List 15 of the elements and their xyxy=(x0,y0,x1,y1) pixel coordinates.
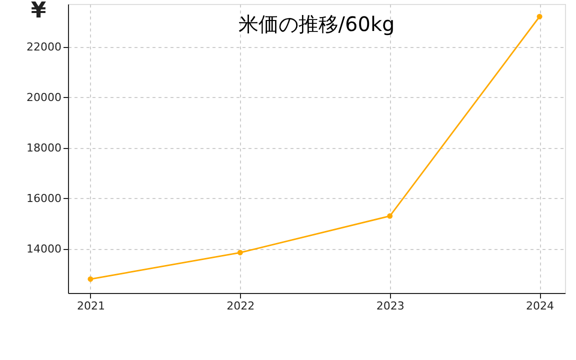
point xyxy=(536,14,542,20)
point xyxy=(237,250,243,256)
y-tick-label: 16000 xyxy=(26,192,62,205)
y-axis-title: ¥ xyxy=(30,0,47,24)
y-tick-label: 18000 xyxy=(26,141,62,154)
y-tick-label: 22000 xyxy=(26,40,62,54)
x-tick-label: 2021 xyxy=(76,300,105,312)
x-tick-label: 2022 xyxy=(226,300,255,312)
point xyxy=(387,213,393,219)
y-tick-label: 14000 xyxy=(26,242,62,256)
x-tick-label: 2024 xyxy=(526,300,554,312)
chart-title: 米価の推移/60kg xyxy=(238,12,395,36)
y-tick-label: 20000 xyxy=(26,90,62,104)
point xyxy=(88,276,94,282)
x-tick-label: 2023 xyxy=(376,300,404,312)
